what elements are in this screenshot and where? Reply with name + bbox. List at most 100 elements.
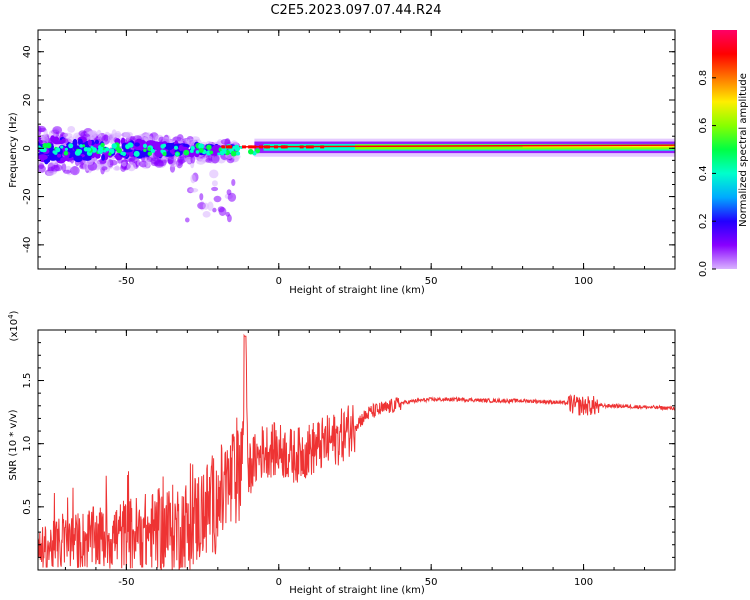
spectrum-peak-mark xyxy=(320,145,325,149)
spectrum-blob xyxy=(70,166,80,176)
x-tick-label: -50 xyxy=(118,577,134,588)
spectrum-blob-strong xyxy=(82,156,92,161)
colorbar-gradient xyxy=(712,30,737,269)
x-tick-label: 100 xyxy=(574,276,593,287)
spectrum-blob-strong xyxy=(168,144,175,149)
spectrum-speck xyxy=(162,143,167,148)
spectrum-blob-strong xyxy=(56,154,62,158)
spectrum-blob-strong xyxy=(52,140,62,145)
spectrum-speck xyxy=(120,151,124,155)
spectrum-blob-strong xyxy=(87,139,92,146)
colorbar-tick-label: 0.4 xyxy=(698,165,709,181)
spectrum-speck xyxy=(55,147,61,153)
spectrum-blob xyxy=(177,155,188,163)
spectrum-blob xyxy=(227,192,237,202)
spectrum-speck xyxy=(162,152,167,156)
colorbar: 0.0 0.2 0.4 0.6 0.8 Normalized spectral ampli… xyxy=(698,30,749,277)
spectrum-speck xyxy=(198,147,204,153)
spectrum-band-core xyxy=(354,144,675,150)
spectrum-speck xyxy=(82,144,86,148)
spectrum-speck xyxy=(64,147,68,151)
spectrum-speck xyxy=(142,143,148,148)
x-tick-label: 0 xyxy=(276,577,282,588)
spectrum-speck xyxy=(195,150,200,154)
spectrum-blob-strong xyxy=(101,154,106,161)
spectrum-blob xyxy=(210,154,220,164)
spectrum-blob-strong xyxy=(74,155,83,162)
spectrum-speck xyxy=(143,148,147,152)
spectrum-blob xyxy=(121,131,129,138)
spectrum-peak-mark xyxy=(281,145,286,149)
spectrum-speck xyxy=(105,147,110,152)
spectrogram-y-label: Frequency (Hz) xyxy=(8,112,19,188)
spectrum-speck xyxy=(60,145,64,149)
spectrum-speck xyxy=(160,149,164,154)
snr-x-label: Height of straight line (km) xyxy=(289,585,425,596)
spectrum-blob-strong xyxy=(47,147,54,156)
spectrum-blob xyxy=(209,169,219,179)
x-tick-label: 100 xyxy=(574,577,593,588)
spectrum-speck xyxy=(76,149,81,154)
spectrum-speck xyxy=(147,147,152,151)
spectrogram-frame xyxy=(37,29,676,270)
spectrum-speck xyxy=(206,144,212,151)
spectrogram-plot: -50 0 50 100 -40 -20 0 20 40 Height of straight l… xyxy=(8,29,676,296)
y-tick-label: 1.5 xyxy=(22,373,33,389)
snr-plot: -50 0 50 100 0.5 1.0 1.5 Height of straight lin… xyxy=(7,310,676,596)
spectrum-speck xyxy=(183,149,190,156)
spectrum-blob xyxy=(126,162,137,172)
spectrum-blob xyxy=(52,126,63,135)
spectrum-blob-strong xyxy=(178,144,183,152)
spectrum-blob-strong xyxy=(114,154,121,159)
spectrum-blob xyxy=(188,188,199,193)
colorbar-label: Normalized spectral amplitude xyxy=(738,73,749,227)
spectrum-blob xyxy=(190,174,196,184)
spectrum-speck xyxy=(91,147,97,153)
spectrum-blob xyxy=(167,155,174,165)
spectrum-blob xyxy=(38,164,46,173)
spectrum-blob xyxy=(217,206,225,213)
spectrum-blob-strong xyxy=(151,140,157,149)
spectrum-peak-mark xyxy=(221,145,226,149)
spectrum-speck xyxy=(111,143,117,149)
spectrogram-x-label: Height of straight line (km) xyxy=(289,285,425,296)
spectrum-blob xyxy=(202,211,211,218)
spectrum-blob xyxy=(101,166,108,171)
spectrum-speck xyxy=(100,142,105,148)
spectrum-blob xyxy=(172,136,182,142)
spectrum-peak-mark xyxy=(273,145,278,149)
spectrum-blob xyxy=(199,193,204,201)
spectrum-blob xyxy=(63,169,71,174)
spectrum-blob xyxy=(67,125,76,133)
spectrum-peak-mark xyxy=(248,145,253,149)
spectrum-speck xyxy=(230,150,237,157)
spectrum-speck xyxy=(248,148,254,155)
spectrum-blob xyxy=(86,160,94,166)
spectrum-peak-mark xyxy=(299,145,304,149)
spectrum-blob-strong xyxy=(134,142,140,147)
spectrum-blob xyxy=(46,170,55,176)
spectrum-peak-mark xyxy=(241,145,246,149)
snr-frame xyxy=(37,329,676,571)
spectrum-blob xyxy=(190,155,196,164)
spectrum-speck xyxy=(125,144,130,149)
spectrum-blob xyxy=(38,125,46,132)
spectrum-peak-mark xyxy=(309,145,314,149)
spectrum-speck xyxy=(174,145,178,150)
spectrum-blob-strong xyxy=(78,138,83,146)
x-tick-label: -50 xyxy=(118,276,134,287)
spectrum-blob xyxy=(61,163,67,172)
spectrum-speck xyxy=(86,147,92,152)
spectrum-speck xyxy=(175,152,179,156)
spectrum-peak-mark xyxy=(283,145,288,149)
spectrum-peak-mark xyxy=(227,145,232,149)
spectrum-blob-strong xyxy=(50,135,56,143)
x-tick-label: 50 xyxy=(425,276,438,287)
spectrum-blob xyxy=(185,217,190,223)
spectrum-speck xyxy=(68,143,74,149)
spectrum-blob-strong xyxy=(211,145,220,152)
spectrum-blob-strong xyxy=(61,138,66,143)
y-tick-label: -40 xyxy=(22,237,33,253)
spectrum-speck xyxy=(97,148,104,155)
